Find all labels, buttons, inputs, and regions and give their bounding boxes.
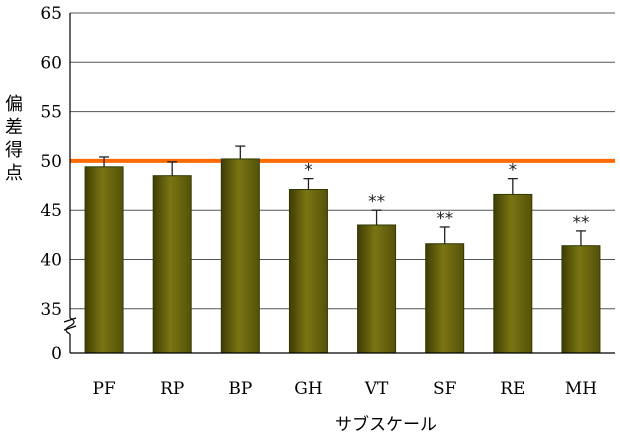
bar-GH	[288, 188, 328, 354]
bar-RE	[493, 193, 533, 354]
axis-break-mark	[63, 317, 77, 331]
significance-mark: *	[304, 161, 313, 181]
y-tick-label: 50	[40, 152, 62, 172]
significance-mark: **	[368, 192, 385, 212]
y-axis-label-char: 得	[5, 140, 23, 161]
y-tick-label: 45	[40, 201, 62, 221]
x-tick-label: RE	[500, 379, 525, 399]
axis-break-curve	[65, 317, 75, 335]
bar-MH	[561, 245, 601, 354]
x-tick-label: MH	[565, 379, 597, 399]
y-tick-label: 65	[40, 4, 62, 24]
y-axis-label-char: 差	[5, 117, 23, 138]
y-tick-label: 60	[40, 53, 62, 73]
x-axis-label: サブスケール	[335, 414, 437, 435]
significance-mark: **	[572, 213, 589, 233]
significance-mark: *	[509, 161, 518, 181]
bar-RP	[152, 175, 192, 354]
x-tick-labels: PF RP BP GH VT SF RE MH	[92, 379, 597, 399]
y-tick-label: 35	[40, 300, 62, 320]
x-tick-label: GH	[294, 379, 322, 399]
y-axis-label-char: 偏	[5, 94, 23, 115]
y-tick-label: 40	[40, 251, 62, 271]
y-tick-label: 55	[40, 103, 62, 123]
x-tick-label: SF	[433, 379, 457, 399]
x-tick-label: BP	[228, 379, 252, 399]
x-tick-label: PF	[92, 379, 115, 399]
bar-PF	[84, 166, 124, 354]
y-tick-labels: 65 60 55 50 45 40 35 0	[40, 4, 62, 364]
axes	[63, 13, 615, 354]
y-tick-label-break: 0	[51, 344, 62, 364]
significance-mark: **	[436, 209, 453, 229]
bar-VT	[357, 224, 397, 354]
bar-BP	[220, 158, 260, 354]
x-tick-label: VT	[364, 379, 389, 399]
bars: ********	[84, 145, 601, 354]
y-axis-label-char: 点	[5, 163, 23, 184]
bar-SF	[425, 243, 465, 354]
x-tick-label: RP	[160, 379, 184, 399]
